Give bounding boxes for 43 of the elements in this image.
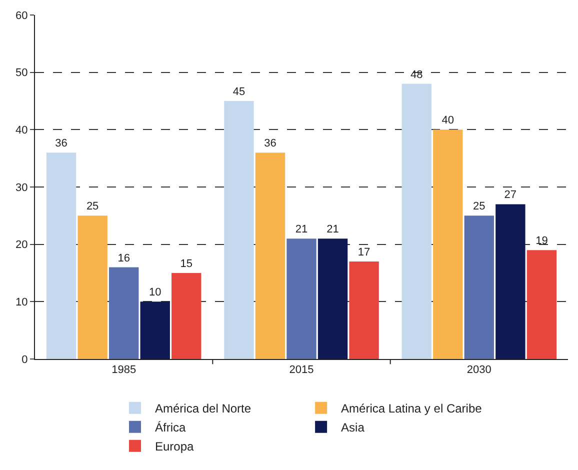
legend-label: América del Norte — [155, 402, 252, 416]
data-label: 45 — [232, 86, 246, 98]
bar — [286, 238, 316, 359]
bar — [464, 216, 494, 359]
data-label: 10 — [148, 286, 162, 299]
data-label: 21 — [326, 224, 339, 236]
x-tick-label: 2015 — [289, 364, 314, 376]
data-label: 21 — [295, 224, 308, 236]
y-tick-label: 0 — [22, 354, 28, 366]
bar — [140, 302, 170, 359]
x-tick-label: 1985 — [112, 364, 136, 376]
data-label: 36 — [55, 138, 68, 150]
data-label: 25 — [86, 200, 99, 213]
bar — [224, 101, 254, 359]
legend-label: América Latina y el Caribe — [341, 402, 482, 416]
data-label: 17 — [358, 246, 370, 259]
y-tick-label: 30 — [16, 182, 28, 194]
bar — [433, 130, 463, 359]
x-tick-label: 2030 — [466, 364, 492, 376]
data-label: 15 — [180, 258, 192, 270]
bar — [78, 216, 108, 359]
data-label: 25 — [473, 200, 486, 213]
bar — [318, 238, 348, 359]
data-label: 27 — [504, 189, 517, 202]
bar — [108, 267, 139, 359]
legend-label: Asia — [341, 420, 365, 435]
bar — [172, 273, 202, 359]
data-label: 40 — [442, 114, 454, 127]
y-tick-label: 50 — [16, 67, 28, 80]
bar — [349, 262, 379, 359]
bar — [496, 204, 526, 359]
data-label: 36 — [264, 138, 276, 150]
bar — [402, 84, 432, 359]
y-tick-label: 60 — [16, 10, 28, 22]
legend-label: Europa — [155, 440, 194, 454]
data-label: 16 — [118, 252, 130, 264]
legend-label: África — [155, 420, 186, 435]
bar — [255, 152, 286, 359]
bar — [526, 250, 557, 359]
y-tick-label: 20 — [16, 239, 28, 252]
y-tick-label: 10 — [16, 296, 28, 309]
y-tick-label: 40 — [16, 124, 28, 137]
bar — [46, 152, 76, 359]
